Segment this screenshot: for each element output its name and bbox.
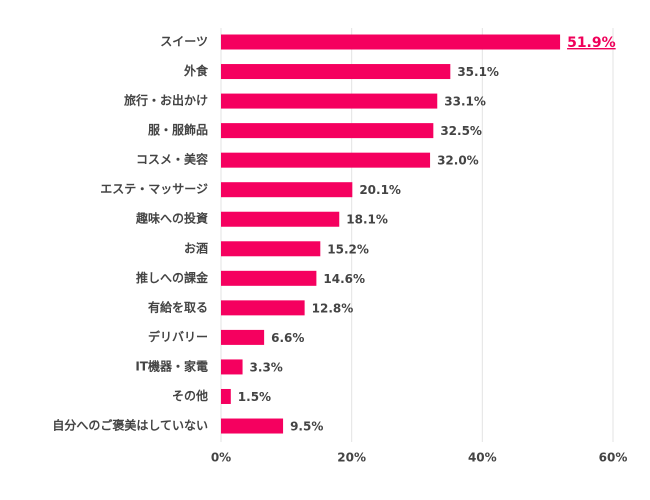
category-label: 推しへの課金: [136, 270, 209, 285]
x-tick-label: 60%: [599, 451, 628, 465]
category-label: 自分へのご褒美はしていない: [52, 418, 208, 433]
bar: [221, 329, 265, 345]
category-label: 旅行・お出かけ: [124, 93, 208, 108]
bar: [221, 123, 434, 139]
value-label: 12.8%: [312, 301, 354, 315]
bar: [221, 359, 243, 375]
value-label: 20.1%: [359, 183, 401, 197]
bar: [221, 93, 438, 109]
category-label: コスメ・美容: [136, 152, 208, 167]
category-label: デリバリー: [148, 329, 208, 344]
value-label: 32.5%: [440, 124, 482, 138]
value-label: 6.6%: [271, 331, 304, 345]
value-label: 1.5%: [238, 390, 271, 404]
bar: [221, 182, 353, 198]
value-label: 9.5%: [290, 420, 323, 434]
bar: [221, 388, 231, 404]
category-label: 外食: [184, 63, 209, 78]
bar: [221, 241, 321, 257]
bar: [221, 211, 340, 227]
category-label: 趣味への投資: [135, 211, 208, 226]
value-label: 18.1%: [346, 213, 388, 227]
bar: [221, 418, 284, 434]
value-label: 51.9%: [567, 35, 616, 51]
x-tick-label: 40%: [468, 451, 497, 465]
category-label: スイーツ: [160, 35, 208, 49]
value-label: 15.2%: [327, 242, 369, 256]
value-label: 32.0%: [437, 154, 479, 168]
x-tick-label: 20%: [337, 451, 366, 465]
bar: [221, 64, 451, 80]
value-label: 33.1%: [444, 95, 486, 109]
value-label: 35.1%: [457, 65, 499, 79]
value-label: 3.3%: [250, 360, 283, 374]
bar: [221, 300, 305, 316]
category-label: IT機器・家電: [135, 358, 208, 373]
category-label: エステ・マッサージ: [100, 182, 208, 196]
category-label: 有給を取る: [148, 299, 208, 314]
category-label: 服・服飾品: [148, 122, 208, 137]
category-label: お酒: [184, 241, 208, 255]
value-label: 14.6%: [323, 272, 365, 286]
bar: [221, 34, 561, 50]
category-label: その他: [172, 388, 208, 403]
bar: [221, 270, 317, 286]
x-tick-label: 0%: [211, 451, 231, 465]
bar: [221, 152, 431, 168]
